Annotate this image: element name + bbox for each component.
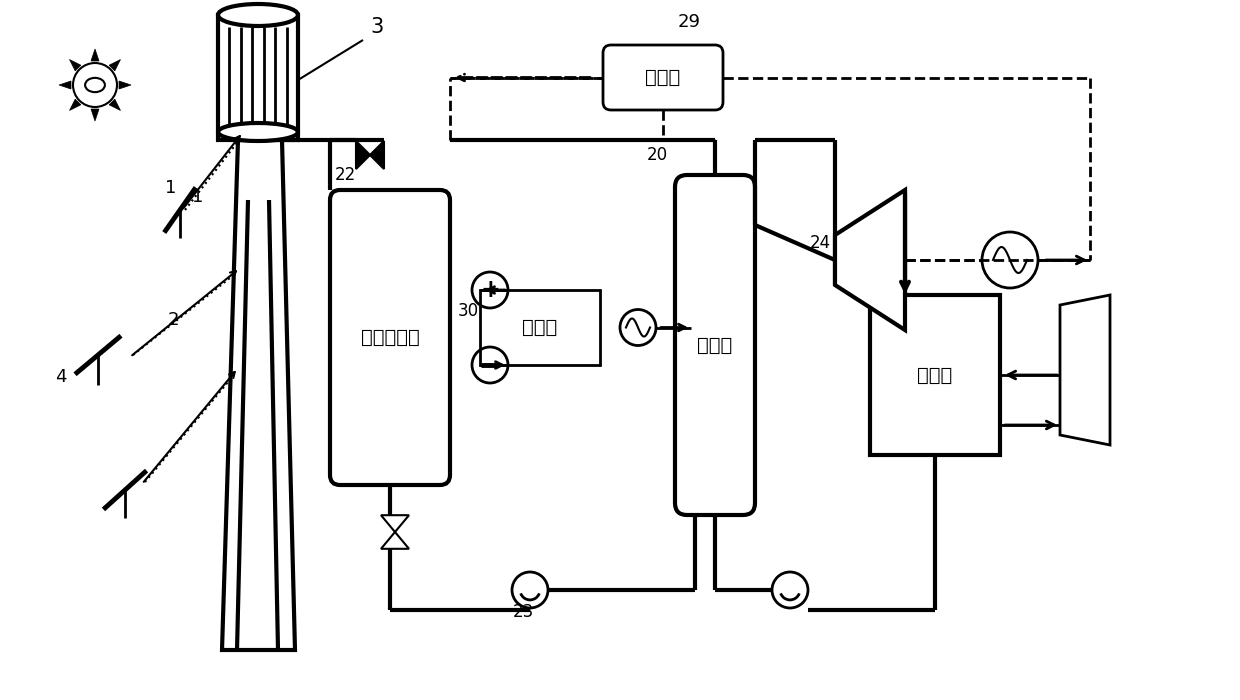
Polygon shape	[69, 60, 81, 71]
FancyBboxPatch shape	[675, 175, 755, 515]
Polygon shape	[60, 81, 71, 89]
FancyBboxPatch shape	[603, 45, 723, 110]
Polygon shape	[835, 190, 905, 330]
Text: 29: 29	[678, 13, 701, 31]
Polygon shape	[356, 141, 370, 169]
Text: 1: 1	[165, 179, 176, 197]
FancyBboxPatch shape	[330, 190, 450, 485]
Bar	[480, 290, 600, 365]
Text: 30: 30	[458, 302, 479, 319]
Ellipse shape	[218, 4, 298, 26]
Text: 蕊发器: 蕊发器	[697, 335, 733, 354]
Text: 2: 2	[167, 311, 180, 329]
Text: 逆变器: 逆变器	[522, 318, 558, 337]
Text: 24: 24	[810, 234, 831, 252]
Bar	[870, 295, 999, 455]
Polygon shape	[69, 99, 81, 111]
Text: 20: 20	[647, 146, 668, 164]
Polygon shape	[370, 141, 384, 169]
Text: +: +	[480, 278, 500, 302]
Bar	[218, 15, 298, 140]
Text: 1: 1	[192, 188, 203, 206]
Polygon shape	[1060, 295, 1110, 445]
Polygon shape	[119, 81, 131, 89]
Polygon shape	[222, 140, 295, 650]
Polygon shape	[109, 60, 120, 71]
Polygon shape	[381, 532, 409, 549]
Polygon shape	[91, 49, 99, 61]
Text: 冷凝器: 冷凝器	[918, 365, 952, 384]
Text: 4: 4	[55, 368, 67, 386]
Polygon shape	[381, 515, 409, 532]
Text: 23: 23	[513, 603, 534, 621]
Text: 储热蓄电池: 储热蓄电池	[361, 328, 419, 347]
Polygon shape	[109, 99, 120, 111]
Polygon shape	[91, 109, 99, 121]
Text: 25: 25	[842, 271, 863, 289]
Text: 整流器: 整流器	[645, 68, 681, 87]
Text: 3: 3	[370, 17, 383, 37]
Text: 22: 22	[335, 166, 356, 184]
Ellipse shape	[218, 123, 298, 141]
